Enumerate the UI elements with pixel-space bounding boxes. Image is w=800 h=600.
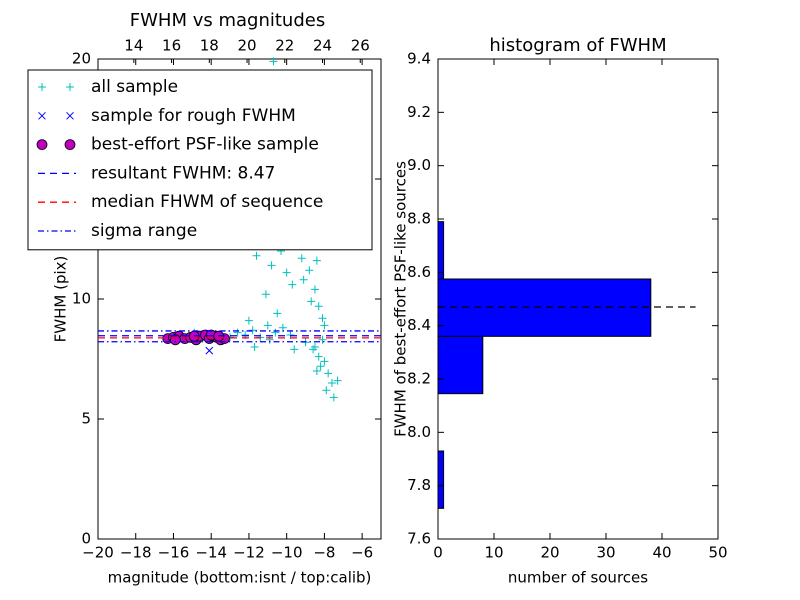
point — [318, 335, 327, 344]
point — [288, 280, 297, 289]
legend-label: resultant FWHM: 8.47 — [91, 163, 275, 183]
point — [252, 251, 261, 260]
legend-label: sigma range — [91, 221, 197, 241]
x-tick-label: 20 — [540, 544, 559, 562]
bar — [437, 335, 484, 395]
y-tick-label: 5 — [81, 410, 91, 428]
point — [312, 256, 321, 265]
y-tick-label: 9.2 — [407, 103, 431, 121]
point — [314, 352, 323, 361]
legend-key — [38, 111, 46, 120]
x2-tick-label: 20 — [237, 37, 256, 55]
x-tick-label: −16 — [158, 544, 190, 562]
x-tick-label: −8 — [313, 544, 335, 562]
point — [324, 369, 333, 378]
x-axis-label: magnitude (bottom:isnt / top:calib) — [108, 569, 372, 587]
x2-tick-label: 22 — [275, 37, 294, 55]
point — [244, 316, 253, 325]
point — [290, 345, 299, 354]
point — [269, 57, 278, 66]
y-axis-label: FWHM of best-effort PSF-like sources — [392, 161, 410, 437]
legend-key — [66, 83, 74, 91]
point — [263, 321, 272, 330]
x-tick-label: −10 — [271, 544, 303, 562]
point — [314, 302, 323, 311]
x2-tick-label: 24 — [313, 37, 332, 55]
bar — [437, 221, 445, 280]
point — [318, 314, 327, 323]
x-tick-label: −18 — [120, 544, 152, 562]
point — [312, 367, 321, 375]
point — [316, 362, 325, 371]
y-tick-label: 7.6 — [407, 530, 431, 548]
x2-tick-label: 26 — [351, 37, 370, 55]
point — [307, 297, 316, 306]
point — [333, 376, 342, 385]
legend-key — [38, 83, 46, 91]
y-tick-label: 20 — [72, 50, 91, 68]
x-tick-label: 50 — [708, 544, 727, 562]
x2-tick-label: 14 — [124, 37, 143, 55]
legend-label: all sample — [91, 77, 178, 97]
legend-label: median FHWM of sequence — [91, 192, 323, 212]
y-tick-label: 9.0 — [407, 156, 431, 174]
point — [282, 268, 291, 277]
y-tick-label: 8.4 — [407, 316, 431, 334]
point — [297, 254, 306, 263]
y-tick-label: 8.0 — [407, 423, 431, 441]
point — [309, 345, 318, 354]
point — [273, 309, 282, 318]
point — [329, 393, 338, 402]
legend-label: best-effort PSF-like sample — [91, 135, 319, 155]
bar — [437, 450, 445, 509]
legend: all sample sample for rough FWHM best-effo… — [27, 69, 373, 251]
x-tick-label: 10 — [484, 544, 503, 562]
point — [327, 379, 336, 387]
x-tick-label: 0 — [433, 544, 443, 562]
chart-title: histogram of FWHM — [489, 35, 666, 56]
x-tick-label: −6 — [351, 544, 373, 562]
point — [320, 357, 329, 366]
y-tick-label: 8.8 — [407, 210, 431, 228]
y-axis-label: FWHM (pix) — [52, 256, 70, 343]
y-tick-label: 9.4 — [407, 50, 431, 68]
x2-tick-label: 16 — [162, 37, 181, 55]
point — [320, 321, 329, 330]
axes-frame — [437, 58, 719, 540]
point — [261, 290, 270, 299]
legend-key — [64, 139, 76, 151]
point — [265, 335, 274, 344]
y-tick-label: 7.8 — [407, 476, 431, 494]
y-tick-label: 8.6 — [407, 263, 431, 281]
x-tick-label: −14 — [195, 544, 227, 562]
x-tick-label: 30 — [596, 544, 615, 562]
point — [310, 285, 319, 294]
legend-key — [66, 111, 74, 120]
x-axis-label: number of sources — [508, 569, 648, 587]
point — [322, 386, 331, 395]
x-tick-label: 40 — [652, 544, 671, 562]
bar — [437, 278, 652, 337]
point — [233, 328, 242, 337]
point — [271, 328, 280, 337]
chart-title: FWHM vs magnitudes — [130, 10, 325, 31]
point — [205, 346, 214, 355]
x2-tick-label: 18 — [200, 37, 219, 55]
legend-box — [27, 69, 373, 251]
point — [305, 266, 314, 275]
y-tick-label: 10 — [72, 290, 91, 308]
y-tick-label: 0 — [81, 530, 91, 548]
point — [267, 261, 276, 270]
legend-key — [36, 139, 48, 151]
legend-label: sample for rough FWHM — [91, 106, 296, 126]
x-tick-label: −20 — [82, 544, 114, 562]
y-tick-label: 8.2 — [407, 370, 431, 388]
point — [299, 275, 308, 284]
point — [248, 326, 257, 335]
point — [250, 343, 259, 351]
x-tick-label: −12 — [233, 544, 265, 562]
